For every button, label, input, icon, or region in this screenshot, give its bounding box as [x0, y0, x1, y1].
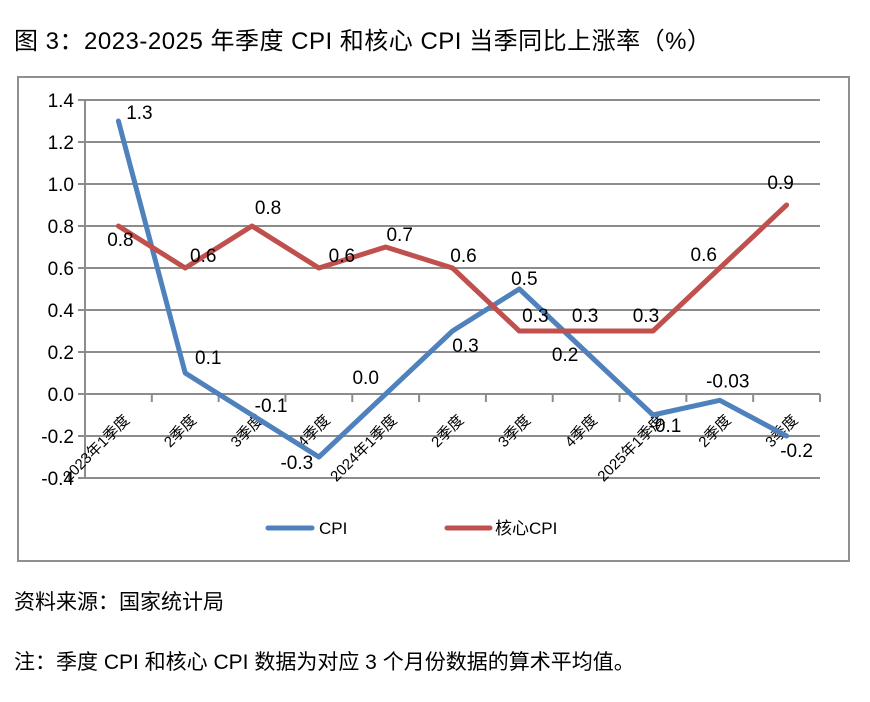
y-axis-label: -0.2 [41, 427, 74, 448]
core-cpi-data-label: 0.8 [255, 198, 281, 219]
core-cpi-data-label: 0.6 [329, 246, 355, 267]
core-cpi-legend-label: 核心CPI [495, 519, 557, 538]
cpi-line [115, 118, 790, 460]
cpi-data-label: 1.3 [126, 103, 152, 124]
x-axis-label: 2023年1季度 [60, 412, 133, 485]
y-axis-label: 0.6 [48, 259, 74, 280]
core-cpi-data-label: 0.7 [386, 225, 412, 246]
y-axis-label: -0.4 [41, 469, 74, 490]
x-axis-label: 3季度 [495, 412, 534, 451]
cpi-data-label: 0.5 [511, 269, 537, 290]
cpi-data-label: 0.3 [452, 336, 478, 357]
core-cpi-data-label: 0.8 [107, 230, 133, 251]
core-cpi-data-label: 0.6 [190, 246, 216, 267]
y-axis-label: 0.4 [48, 301, 75, 322]
y-axis-label: 1.4 [48, 91, 75, 112]
core-cpi-data-label: 0.9 [767, 173, 793, 194]
core-cpi-data-label: 0.3 [633, 306, 659, 327]
cpi-chart: 1.4 1.2 1.0 0.8 0.6 0.4 0.2 0.0 -0.2 -0.42023年1季度… [41, 91, 821, 538]
cpi-legend-label: CPI [319, 519, 347, 538]
y-axis-label: 0.0 [48, 385, 74, 406]
x-axis-label: 4季度 [562, 412, 601, 451]
source-text: 资料来源：国家统计局 [14, 591, 224, 614]
x-axis-label: 3季度 [228, 412, 267, 451]
core-cpi-data-label: 0.6 [450, 246, 476, 267]
chart-frame: 1.4 1.2 1.0 0.8 0.6 0.4 0.2 0.0 -0.2 -0.4 2023年1季度… [17, 76, 850, 562]
cpi-data-label: -0.3 [280, 453, 313, 474]
x-axis-label: 2季度 [695, 412, 734, 451]
note-text: 注：季度 CPI 和核心 CPI 数据为对应 3 个月份数据的算术平均值。 [14, 651, 635, 674]
cpi-data-label: -0.1 [649, 416, 682, 437]
x-axis-label: 2024年1季度 [327, 412, 400, 485]
y-axis-label: 0.2 [48, 343, 74, 364]
cpi-data-label: -0.03 [706, 371, 749, 392]
core-cpi-line [115, 202, 790, 334]
core-cpi-data-label: 0.6 [691, 245, 717, 266]
core-cpi-data-label: 0.3 [522, 306, 548, 327]
cpi-data-label: -0.2 [780, 441, 813, 462]
core-cpi-data-label: 0.3 [572, 306, 598, 327]
y-axis-label: 1.0 [48, 175, 74, 196]
x-axis-label: 2季度 [161, 412, 200, 451]
cpi-data-label: 0.0 [352, 368, 378, 389]
x-axis-label: 2季度 [428, 412, 467, 451]
cpi-data-label: -0.1 [255, 396, 288, 417]
y-axis-label: 1.2 [48, 133, 74, 154]
y-axis-label: 0.8 [48, 217, 74, 238]
figure-title: 图 3：2023-2025 年季度 CPI 和核心 CPI 当季同比上涨率（%） [14, 28, 712, 55]
cpi-data-label: 0.2 [552, 345, 578, 366]
cpi-data-label: 0.1 [195, 348, 221, 369]
